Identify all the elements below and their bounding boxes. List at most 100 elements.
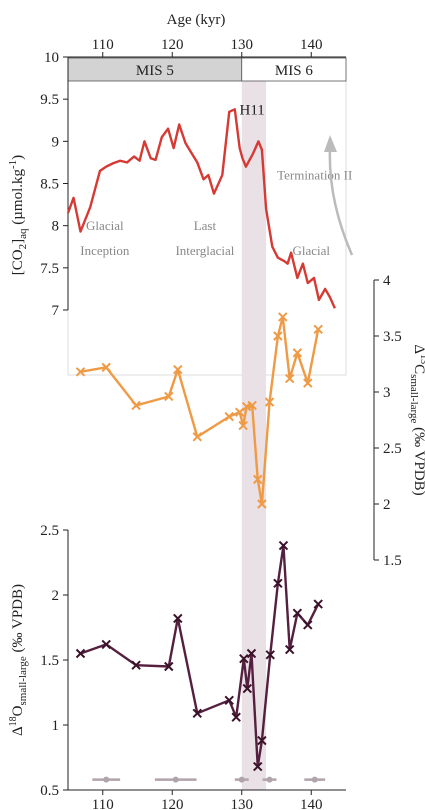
y-tick-label: 1.5 xyxy=(40,653,59,669)
y-tick-label: 1 xyxy=(52,718,60,734)
co2-panel: 7 7.5 8 8.5 9 9.5 10 [CO2]aq (µmol.kg-1) H11 Gl… xyxy=(7,50,354,319)
d18o-y-axis-title: Δ18Osmall-large (‰ VPDB) xyxy=(8,584,29,736)
annotation-label: Termination II xyxy=(277,167,352,182)
marker-stroke xyxy=(131,400,141,411)
termination-ii-arrow xyxy=(328,147,354,256)
data-point-marker xyxy=(173,613,183,624)
marker-stroke xyxy=(278,312,288,322)
bottom-x-tick-label: 110 xyxy=(92,797,114,810)
data-point-marker xyxy=(292,608,303,618)
marker-stroke xyxy=(253,474,263,485)
y-tick-label: 4 xyxy=(383,273,391,289)
marker-stroke xyxy=(192,708,202,719)
data-point-marker xyxy=(131,400,141,411)
marker-stroke xyxy=(284,644,295,655)
top-x-tick-label: 120 xyxy=(161,37,184,53)
data-point-marker xyxy=(273,578,283,589)
top-x-tick-label: 110 xyxy=(92,37,114,53)
y-tick-label: 2.5 xyxy=(383,441,402,457)
marker-stroke xyxy=(303,378,313,388)
data-point-marker xyxy=(278,312,288,322)
y-tick-label: 9 xyxy=(52,134,60,150)
marker-stroke xyxy=(101,639,111,650)
data-point-marker xyxy=(173,364,183,375)
marker-stroke xyxy=(273,578,283,589)
marker-stroke xyxy=(247,400,257,411)
mis-stage-bar: MIS 5 MIS 6 xyxy=(67,57,347,82)
marker-stroke xyxy=(173,364,183,375)
marker-stroke xyxy=(164,661,174,672)
data-point-marker xyxy=(224,695,234,706)
marker-stroke xyxy=(246,648,257,659)
marker-stroke xyxy=(284,373,295,384)
series-line xyxy=(80,544,320,768)
annotation-label: Glacial xyxy=(292,243,330,258)
data-point-marker xyxy=(75,367,86,377)
annotation-label: H11 xyxy=(240,102,265,118)
data-point-marker xyxy=(192,708,202,719)
termination-ii-arrowhead xyxy=(324,135,337,152)
y-tick-label: 2 xyxy=(383,497,391,513)
marker-stroke xyxy=(238,420,248,431)
data-point-marker xyxy=(303,378,313,388)
mis-stage-box xyxy=(241,57,347,82)
data-point-marker xyxy=(313,599,323,609)
data-point-marker xyxy=(257,735,267,746)
top-x-axis: Age (kyr) 110 120 130 140 xyxy=(68,12,346,58)
data-point-marker xyxy=(101,639,111,650)
co2-series xyxy=(66,108,336,309)
bottom-x-tick-labels: 110 120 130 140 xyxy=(92,790,323,810)
mis-stage-label: MIS 6 xyxy=(275,63,313,79)
marker-stroke xyxy=(75,648,86,659)
y-tick-label: 8.5 xyxy=(40,177,59,193)
y-tick-label: 2 xyxy=(52,588,60,604)
marker-stroke xyxy=(264,397,275,407)
data-point-marker xyxy=(264,397,275,407)
tie-point-dot xyxy=(172,776,179,783)
tie-point-dot xyxy=(238,776,245,783)
data-point-marker xyxy=(246,648,257,659)
marker-stroke xyxy=(257,499,267,509)
marker-stroke xyxy=(257,735,267,746)
marker-stroke xyxy=(192,432,202,442)
d13c-panel: 1.5 2 2.5 3 3.5 4 Δ13Csmall-large (‰ VPDB) xyxy=(75,273,425,569)
x-axis-title: Age (kyr) xyxy=(167,12,226,28)
data-point-marker xyxy=(284,644,295,655)
co2-y-axis-title: [CO2]aq (µmol.kg-1) xyxy=(7,155,29,275)
data-point-marker xyxy=(239,653,249,664)
plot-frame xyxy=(67,56,347,376)
tie-point-dot xyxy=(103,776,110,783)
data-point-marker xyxy=(247,400,257,411)
marker-stroke xyxy=(313,324,323,334)
marker-stroke xyxy=(313,599,323,609)
d18o-panel: 0.5 1 1.5 2 2.5 110 120 130 140 Δ18Osmall-large… xyxy=(8,523,346,810)
data-point-marker xyxy=(313,324,323,334)
marker-stroke xyxy=(131,660,141,670)
data-point-marker xyxy=(303,620,313,630)
marker-stroke xyxy=(292,348,303,358)
y-tick-label: 10 xyxy=(44,50,59,66)
data-point-marker xyxy=(253,474,263,485)
marker-stroke xyxy=(224,695,234,706)
data-point-marker xyxy=(224,411,234,422)
annotation-label: Interglacial xyxy=(175,243,234,258)
top-x-tick-label: 130 xyxy=(231,37,254,53)
data-point-marker xyxy=(101,362,111,373)
d13c-series xyxy=(75,312,323,509)
d13c-y-ticks: 1.5 2 2.5 3 3.5 4 xyxy=(374,273,402,569)
y-tick-label: 3.5 xyxy=(383,329,402,345)
data-point-marker xyxy=(192,432,202,442)
data-point-marker xyxy=(284,373,295,384)
y-tick-label: 9.5 xyxy=(40,92,59,108)
mis-stage-label: MIS 5 xyxy=(136,63,174,79)
tie-point-dot xyxy=(311,776,318,783)
data-point-marker xyxy=(273,331,283,341)
tie-points xyxy=(92,776,326,783)
marker-stroke xyxy=(231,712,241,722)
data-point-marker xyxy=(257,499,267,509)
series-line xyxy=(80,315,320,506)
co2-y-ticks: 7 7.5 8 8.5 9 9.5 10 xyxy=(40,50,68,319)
data-point-marker xyxy=(253,761,263,772)
top-x-tick-labels: 110 120 130 140 xyxy=(92,37,323,57)
